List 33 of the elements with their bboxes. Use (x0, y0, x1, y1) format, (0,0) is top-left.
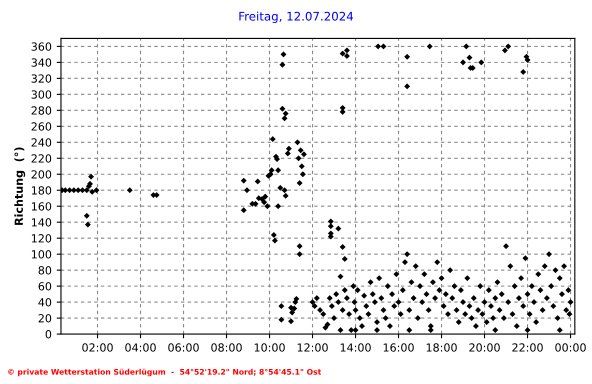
x-tick-label: 06:00 (168, 343, 199, 352)
x-tick-label: 16:00 (384, 343, 414, 352)
y-tick-label: 360 (32, 42, 52, 51)
y-tick-label: 200 (32, 170, 52, 179)
y-tick-label: 100 (32, 250, 52, 259)
y-tick-label: 220 (32, 154, 52, 163)
y-tick-label: 340 (32, 58, 52, 67)
y-tick-label: 160 (32, 202, 52, 211)
chart-title: Freitag, 12.07.2024 (239, 12, 354, 23)
x-tick-label: 08:00 (211, 343, 242, 352)
y-tick-label: 260 (32, 122, 52, 131)
y-tick-label: 320 (32, 74, 52, 83)
y-tick-label: 20 (38, 314, 52, 322)
x-tick-label: 00:00 (555, 343, 586, 352)
x-tick-label: 02:00 (82, 343, 113, 352)
y-tick-label: 300 (32, 90, 52, 99)
y-tick-label: 60 (38, 282, 52, 291)
x-tick-label: 14:00 (340, 343, 371, 352)
x-tick-label: 12:00 (298, 343, 328, 352)
x-tick-label: 22:00 (512, 343, 543, 352)
y-axis-title: Richtung (°) (14, 147, 26, 225)
y-tick-label: 40 (38, 298, 52, 306)
x-tick-label: 18:00 (426, 343, 457, 352)
y-tick-label: 0 (46, 330, 52, 338)
x-tick-label: 20:00 (469, 343, 500, 352)
y-tick-label: 140 (32, 218, 52, 227)
y-tick-label: 280 (32, 106, 52, 115)
y-tick-label: 120 (32, 234, 52, 243)
y-tick-label: 180 (32, 186, 52, 195)
y-tick-label: 240 (32, 138, 52, 147)
x-tick-label: 10:00 (254, 343, 285, 352)
x-tick-label: 04:00 (125, 343, 156, 352)
y-tick-label: 80 (38, 266, 52, 275)
